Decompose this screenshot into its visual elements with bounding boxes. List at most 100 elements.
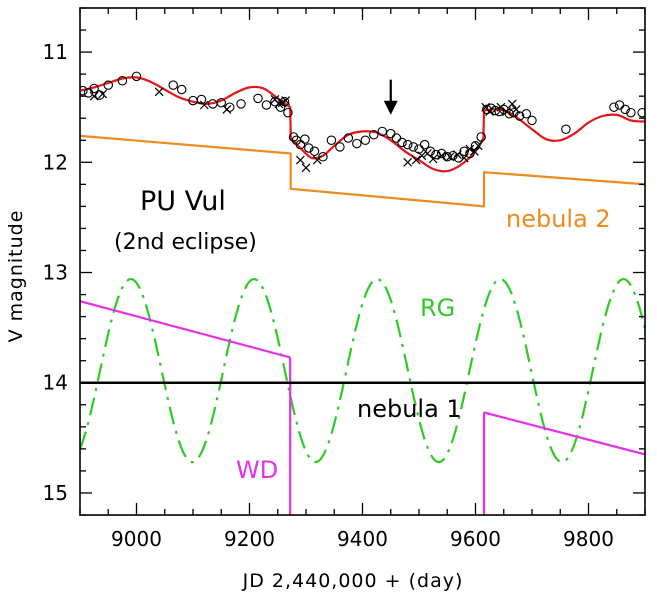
- data-point-circle: [288, 132, 299, 142]
- data-point-cross: [154, 87, 164, 97]
- axes-layer: 9000 9200 9400 9600 9800 11 12 13 14 15: [43, 7, 646, 551]
- data-point-circle: [408, 142, 419, 152]
- series-line-nebula-2: [80, 134, 645, 208]
- y-axis-label: V magnitude: [5, 210, 27, 343]
- data-point-circle: [419, 139, 430, 150]
- data-point-circle: [609, 102, 619, 112]
- data-point-circle: [352, 138, 362, 149]
- data-point-circle: [95, 90, 105, 100]
- data-point-circle: [436, 148, 447, 159]
- series-line-wd: [483, 411, 645, 456]
- data-point-circle: [377, 126, 388, 137]
- data-point-circle: [80, 85, 88, 96]
- data-point-circle: [385, 128, 396, 139]
- data-point-cross: [417, 151, 427, 161]
- data-point-circle: [514, 111, 525, 121]
- annotation-nebula-2: nebula 2: [506, 205, 611, 233]
- data-point-circle: [369, 130, 379, 140]
- y-tick-label: 12: [43, 150, 68, 174]
- data-point-cross: [301, 163, 311, 173]
- data-point-circle: [343, 133, 354, 143]
- data-point-cross: [452, 150, 462, 160]
- observed-points-layer: [80, 71, 645, 173]
- data-point-cross: [496, 102, 506, 112]
- data-point-cross: [199, 100, 209, 110]
- x-tick-label: 9800: [563, 527, 614, 551]
- data-point-circle: [131, 71, 142, 82]
- series-line-model: [80, 76, 645, 173]
- data-point-circle: [283, 107, 293, 118]
- arrow-head: [383, 100, 398, 115]
- data-point-circle: [527, 115, 537, 126]
- y-tick-label: 11: [43, 40, 68, 64]
- data-point-cross: [511, 104, 521, 114]
- y-tick-label: 14: [43, 371, 68, 395]
- data-point-circle: [300, 134, 310, 144]
- data-point-circle: [309, 146, 320, 157]
- y-tick-label: 15: [43, 481, 68, 505]
- data-point-circle: [196, 94, 207, 105]
- down-arrow-icon: [383, 79, 398, 115]
- data-point-circle: [253, 93, 263, 104]
- data-point-circle: [620, 104, 630, 115]
- annotation-subtitle: (2nd eclipse): [114, 230, 257, 255]
- data-point-cross: [437, 151, 447, 161]
- x-tick-label: 9000: [111, 527, 162, 551]
- plot-frame: [79, 7, 646, 516]
- data-point-cross: [469, 146, 479, 156]
- data-point-circle: [326, 135, 337, 146]
- data-point-circle: [89, 83, 99, 94]
- data-point-cross: [403, 157, 413, 167]
- data-point-circle: [637, 107, 645, 118]
- data-point-cross: [485, 107, 495, 117]
- data-point-circle: [521, 109, 532, 119]
- data-point-cross: [281, 96, 291, 106]
- x-tick-label: 9200: [224, 527, 275, 551]
- x-tick-label: 9600: [450, 527, 501, 551]
- data-point-circle: [397, 137, 407, 148]
- y-tick-label: 13: [43, 261, 68, 285]
- data-point-circle: [561, 124, 571, 134]
- data-point-circle: [304, 143, 314, 153]
- data-point-cross: [473, 141, 483, 151]
- data-point-circle: [216, 98, 227, 108]
- series-layer: [80, 76, 645, 515]
- data-point-cross: [411, 155, 421, 165]
- data-point-cross: [428, 154, 438, 164]
- annotation-nebula-1: nebula 1: [357, 395, 462, 423]
- data-point-circle: [270, 96, 280, 107]
- series-line-rg: [80, 278, 645, 464]
- data-point-circle: [335, 142, 345, 152]
- data-point-circle: [103, 80, 114, 90]
- data-point-cross: [502, 107, 511, 117]
- data-point-cross: [98, 89, 108, 99]
- data-point-circle: [402, 139, 413, 150]
- data-point-cross: [312, 155, 322, 165]
- data-point-circle: [494, 106, 504, 117]
- data-point-circle: [614, 100, 625, 110]
- data-point-circle: [261, 100, 272, 110]
- data-point-cross: [507, 99, 517, 109]
- data-point-cross: [89, 91, 99, 101]
- data-point-circle: [360, 135, 371, 146]
- annotation-title: PU Vul: [140, 186, 226, 217]
- data-point-circle: [117, 75, 128, 86]
- data-point-cross: [295, 155, 305, 165]
- data-point-cross: [222, 104, 232, 114]
- annotation-wd: WD: [236, 456, 278, 484]
- series-line-wd: [80, 300, 291, 359]
- annotation-rg: RG: [420, 294, 455, 322]
- x-axis-label: JD 2,440,000 + (day): [242, 570, 464, 592]
- x-tick-label: 9400: [337, 527, 388, 551]
- data-point-circle: [626, 107, 636, 118]
- data-point-circle: [318, 152, 328, 162]
- data-point-cross: [445, 152, 455, 162]
- data-point-circle: [476, 132, 486, 142]
- data-point-cross: [465, 144, 475, 154]
- data-point-circle: [509, 107, 519, 118]
- data-point-circle: [176, 84, 187, 95]
- data-point-circle: [391, 133, 402, 143]
- data-point-cross: [459, 153, 469, 163]
- data-point-circle: [236, 99, 246, 109]
